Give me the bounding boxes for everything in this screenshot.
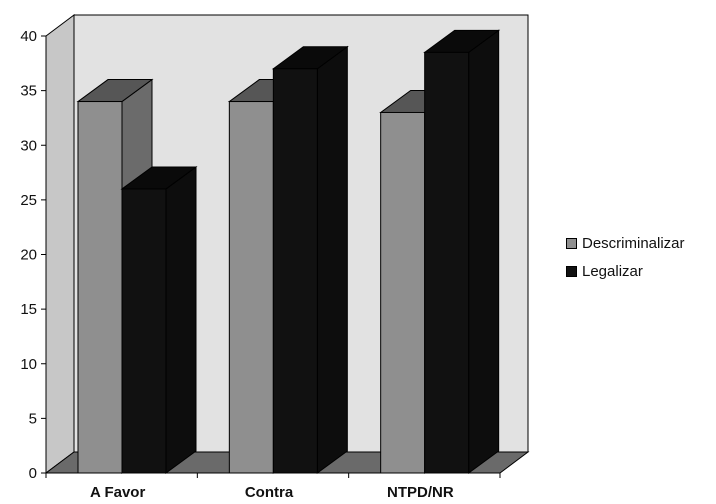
- legend-swatch-legalizar: [566, 265, 577, 277]
- y-tick-label: 0: [29, 465, 37, 482]
- bar-side: [165, 165, 197, 474]
- x-axis: A Favor Contra NTPD/NR: [45, 472, 501, 501]
- bar-legalizar-ntpd-nr: [423, 29, 501, 474]
- bar-front: [77, 101, 123, 474]
- legend-item-legalizar: Legalizar: [566, 260, 685, 282]
- bar-side: [468, 29, 500, 474]
- legend: Descriminalizar Legalizar: [566, 232, 685, 288]
- x-category-label: NTPD/NR: [387, 484, 454, 501]
- y-tick-label: 10: [20, 356, 37, 373]
- y-tick-label: 15: [20, 301, 37, 318]
- y-axis: 0 5 10 15 20 25 30 35 40: [20, 28, 47, 482]
- bar-legalizar-contra: [271, 45, 349, 474]
- y-tick-label: 5: [29, 410, 37, 427]
- x-category-label: Contra: [245, 484, 294, 501]
- bars: [76, 29, 501, 474]
- y-tick-label: 25: [20, 192, 37, 209]
- bar-front: [228, 101, 274, 474]
- y-tick-label: 20: [20, 247, 37, 264]
- bar-front: [380, 111, 426, 474]
- y-tick-label: 30: [20, 137, 37, 154]
- bar-front: [424, 51, 470, 474]
- y-tick-label: 35: [20, 83, 37, 100]
- y-tick-label: 40: [20, 28, 37, 45]
- legend-label-descriminalizar: Descriminalizar: [582, 234, 685, 252]
- legend-label-legalizar: Legalizar: [582, 262, 643, 280]
- legend-item-descriminalizar: Descriminalizar: [566, 232, 685, 254]
- side-wall: [45, 14, 75, 474]
- bar-legalizar-a-favor: [120, 165, 198, 474]
- legend-swatch-descriminalizar: [566, 237, 577, 249]
- bar-front: [272, 68, 318, 474]
- bar-side: [316, 45, 348, 474]
- x-category-label: A Favor: [90, 484, 145, 501]
- bar-front: [121, 188, 167, 474]
